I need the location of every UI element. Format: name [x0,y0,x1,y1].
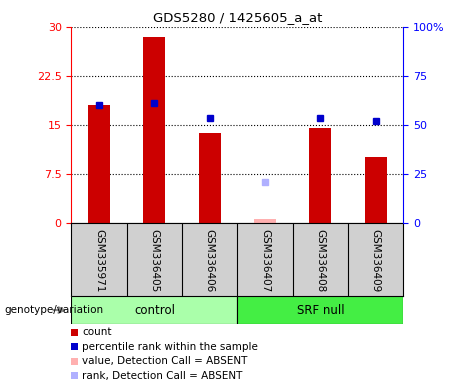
Text: genotype/variation: genotype/variation [5,305,104,315]
Text: GSM335971: GSM335971 [94,228,104,292]
Text: SRF null: SRF null [296,304,344,316]
Text: control: control [134,304,175,316]
Bar [365,157,387,223]
Bar [88,105,110,223]
Text: GSM336406: GSM336406 [205,228,215,292]
Text: rank, Detection Call = ABSENT: rank, Detection Call = ABSENT [82,371,242,381]
Text: GSM336408: GSM336408 [315,228,325,292]
Text: GSM336407: GSM336407 [260,228,270,292]
Bar [309,128,331,223]
Text: GSM336405: GSM336405 [149,228,160,292]
Bar [71,296,237,324]
Text: GSM336409: GSM336409 [371,228,381,292]
Bar [199,132,221,223]
Text: count: count [82,327,112,337]
Text: percentile rank within the sample: percentile rank within the sample [82,342,258,352]
Bar [254,220,276,223]
Bar [237,296,403,324]
Text: value, Detection Call = ABSENT: value, Detection Call = ABSENT [82,356,248,366]
Title: GDS5280 / 1425605_a_at: GDS5280 / 1425605_a_at [153,11,322,24]
Bar [143,37,165,223]
